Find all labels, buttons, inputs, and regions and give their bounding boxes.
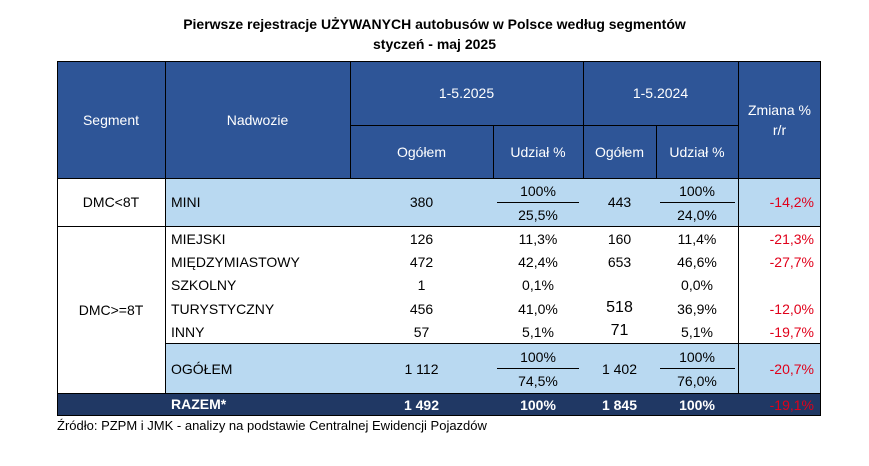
grand-total-2024: 1 845 xyxy=(601,397,638,413)
miejski-share-2025: 11,3% xyxy=(518,231,558,247)
miejski-share-2024: 11,4% xyxy=(677,231,717,247)
szkolny-total-2025: 1 xyxy=(417,277,426,293)
miejski-total-2024: 160 xyxy=(607,231,632,247)
subtotal-share-2024: 76,0% xyxy=(677,373,717,389)
body-label-mini: MINI xyxy=(171,194,201,210)
mini-share-2025: 25,5% xyxy=(518,207,558,223)
segment-label-dmc-lt8: DMC<8T xyxy=(82,194,140,210)
grand-change: -19,1% xyxy=(769,397,814,413)
subtotal-change: -20,7% xyxy=(769,361,814,377)
header-share-2024: Udział % xyxy=(656,125,738,178)
header-segment-label: Segment xyxy=(82,111,140,128)
table-title: Pierwsze rejestracje UŻYWANYCH autobusów… xyxy=(183,16,686,32)
mini-share-2025-top: 100% xyxy=(520,183,556,199)
miedzymiastowy-total-2025: 472 xyxy=(409,254,434,270)
subtotal-share-2025: 74,5% xyxy=(518,373,558,389)
rows-bg-dmc-ge8 xyxy=(57,226,821,342)
grand-total-label: RAZEM* xyxy=(171,396,227,412)
header-period-2025: 1-5.2025 xyxy=(350,61,583,125)
inny-total-2024: 71 xyxy=(610,322,629,339)
row-bg-grand-total xyxy=(57,393,821,416)
body-label-miejski: MIEJSKI xyxy=(171,231,226,247)
inny-share-2025: 5,1% xyxy=(522,324,554,340)
segment-label-dmc-ge8: DMC>=8T xyxy=(78,302,144,318)
subtotal-total-2024: 1 402 xyxy=(601,361,638,377)
subtotal-share-2024-top: 100% xyxy=(679,349,715,365)
header-period-2024: 1-5.2024 xyxy=(583,61,738,125)
table-subtitle: styczeń - maj 2025 xyxy=(373,36,496,52)
turystyczny-total-2025: 456 xyxy=(409,301,434,317)
header-total-2024-label: Ogółem xyxy=(594,143,645,160)
header-total-2025: Ogółem xyxy=(350,125,493,178)
miedzymiastowy-share-2025: 42,4% xyxy=(518,254,558,270)
mini-share-2024-top: 100% xyxy=(679,183,715,199)
grand-share-2025: 100% xyxy=(520,397,556,413)
turystyczny-share-2024: 36,9% xyxy=(677,301,717,317)
miedzymiastowy-share-2024: 46,6% xyxy=(677,254,717,270)
header-change: Zmiana % r/r xyxy=(738,61,821,178)
header-segment: Segment xyxy=(57,61,165,178)
grand-total-2025: 1 492 xyxy=(403,397,440,413)
szkolny-share-2025: 0,1% xyxy=(522,277,554,293)
mini-total-2024: 443 xyxy=(607,194,632,210)
body-label-szkolny: SZKOLNY xyxy=(171,277,237,293)
turystyczny-total-2024: 518 xyxy=(606,299,633,316)
inny-total-2025: 57 xyxy=(413,324,430,340)
header-total-2025-label: Ogółem xyxy=(396,143,447,160)
mini-share-2024: 24,0% xyxy=(677,207,717,223)
header-period-2025-label: 1-5.2025 xyxy=(438,85,495,101)
header-share-2025: Udział % xyxy=(493,125,583,178)
segment-cell-dmc-lt8 xyxy=(57,178,165,226)
body-label-inny: INNY xyxy=(171,324,205,340)
grand-share-2024: 100% xyxy=(679,397,715,413)
header-change-label: Zmiana % r/r xyxy=(747,101,812,138)
header-total-2024: Ogółem xyxy=(583,125,656,178)
header-share-2024-label: Udział % xyxy=(669,143,725,160)
turystyczny-share-2025: 41,0% xyxy=(518,301,558,317)
mini-change: -14,2% xyxy=(769,194,814,210)
mini-total-2025: 380 xyxy=(409,194,434,210)
miejski-total-2025: 126 xyxy=(409,231,434,247)
subtotal-share-2025-top: 100% xyxy=(520,349,556,365)
header-body-label: Nadwozie xyxy=(226,111,289,128)
miedzymiastowy-change: -27,7% xyxy=(769,254,814,270)
header-share-2025-label: Udział % xyxy=(510,143,566,160)
inny-change: -19,7% xyxy=(769,324,814,340)
source-note: Źródło: PZPM i JMK - analizy na podstawi… xyxy=(57,418,487,433)
body-label-miedzymiastowy: MIĘDZYMIASTOWY xyxy=(171,254,300,270)
body-label-subtotal: OGÓŁEM xyxy=(171,361,233,377)
inny-share-2024: 5,1% xyxy=(681,324,713,340)
header-period-2024-label: 1-5.2024 xyxy=(632,85,689,101)
body-label-turystyczny: TURYSTYCZNY xyxy=(171,301,275,317)
turystyczny-change: -12,0% xyxy=(769,301,814,317)
subtotal-total-2025: 1 112 xyxy=(404,361,439,377)
header-body: Nadwozie xyxy=(165,61,350,178)
szkolny-share-2024: 0,0% xyxy=(681,277,713,293)
registrations-table: Segment Nadwozie 1-5.2025 1-5.2024 Zmian… xyxy=(57,61,821,416)
miejski-change: -21,3% xyxy=(769,231,814,247)
miedzymiastowy-total-2024: 653 xyxy=(607,254,632,270)
